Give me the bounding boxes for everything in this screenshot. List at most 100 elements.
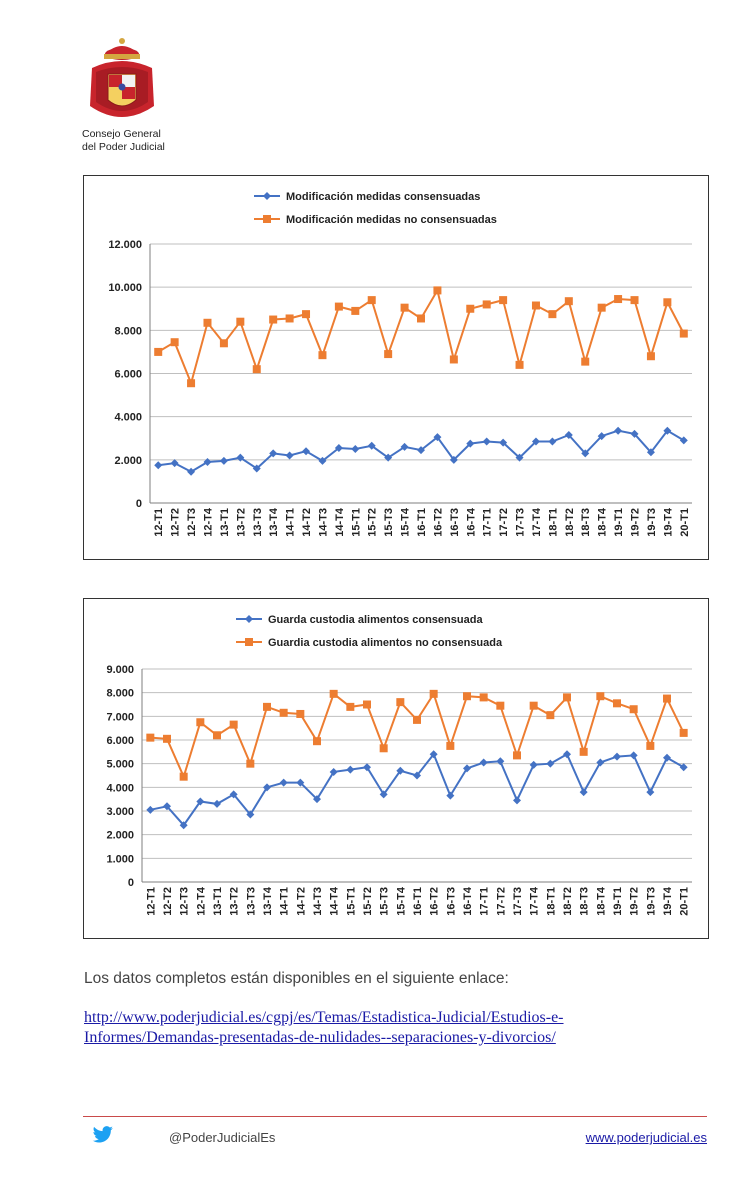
x-tick-label: 12-T2 xyxy=(170,508,182,537)
data-point xyxy=(229,720,238,729)
legend-marker-0 xyxy=(263,192,271,200)
x-tick-label: 19-T2 xyxy=(630,508,642,537)
data-point xyxy=(581,357,590,366)
data-point xyxy=(614,295,623,304)
data-link[interactable]: http://www.poderjudicial.es/cgpj/es/Tema… xyxy=(84,1009,564,1046)
data-point xyxy=(313,737,321,746)
chart-modificacion-medidas-svg: Modificación medidas consensuadas Modific… xyxy=(108,191,692,537)
data-point xyxy=(154,347,163,356)
x-tick-label: 15-T3 xyxy=(383,508,395,537)
data-point xyxy=(203,457,212,466)
data-point xyxy=(146,805,155,814)
cgpj-logo xyxy=(82,36,172,126)
x-tick-label: 12-T4 xyxy=(202,507,214,537)
x-tick-label: 18-T2 xyxy=(562,887,574,916)
data-point xyxy=(302,310,311,319)
data-point xyxy=(252,365,261,374)
data-point xyxy=(363,763,371,772)
data-point xyxy=(346,765,355,774)
y-tick-label: 12.000 xyxy=(108,239,142,251)
data-point xyxy=(296,709,305,718)
x-tick-label: 16-T2 xyxy=(429,887,441,916)
data-point xyxy=(334,302,343,311)
x-tick-label: 15-T4 xyxy=(400,507,412,537)
data-point xyxy=(546,711,555,720)
x-tick-label: 16-T1 xyxy=(416,508,428,537)
data-point xyxy=(630,429,639,438)
x-tick-label: 13-T3 xyxy=(245,887,257,916)
x-tick-label: 15-T4 xyxy=(395,886,407,916)
x-tick-label: 19-T3 xyxy=(646,508,658,537)
data-point xyxy=(351,445,360,454)
data-point xyxy=(302,447,311,456)
data-point xyxy=(170,459,179,468)
data-point xyxy=(515,453,524,462)
data-point xyxy=(531,437,540,446)
data-point xyxy=(196,797,205,806)
data-point xyxy=(479,693,488,702)
data-point xyxy=(449,455,458,464)
data-point xyxy=(531,301,540,310)
data-point xyxy=(630,296,639,305)
website-link[interactable]: www.poderjudicial.es xyxy=(585,1130,707,1145)
data-point xyxy=(334,443,343,452)
data-point xyxy=(346,702,355,711)
y-tick-label: 2.000 xyxy=(106,830,134,842)
legend-marker-1 xyxy=(263,215,271,223)
data-point xyxy=(529,760,538,769)
data-point xyxy=(279,778,288,787)
y-tick-label: 2.000 xyxy=(114,455,142,467)
series-line-0 xyxy=(150,752,685,827)
data-point xyxy=(363,700,371,709)
twitter-handle[interactable]: @PoderJudicialEs xyxy=(169,1130,276,1145)
data-point xyxy=(213,799,221,808)
y-tick-label: 9.000 xyxy=(106,664,134,676)
org-name: Consejo General del Poder Judicial xyxy=(82,128,165,154)
data-point xyxy=(269,315,278,324)
data-point xyxy=(413,715,421,724)
org-name-line1: Consejo General xyxy=(82,128,161,140)
y-tick-label: 8.000 xyxy=(106,688,134,700)
x-tick-label: 16-T4 xyxy=(462,886,474,916)
x-tick-label: 20-T1 xyxy=(679,508,691,537)
x-tick-label: 15-T1 xyxy=(350,508,362,537)
data-point xyxy=(263,702,271,711)
twitter-icon[interactable] xyxy=(92,1126,114,1149)
data-point xyxy=(482,437,491,446)
data-point xyxy=(379,744,388,753)
x-tick-label: 19-T3 xyxy=(645,887,657,916)
x-tick-label: 14-T4 xyxy=(329,886,341,916)
data-point xyxy=(597,432,606,441)
x-tick-label: 17-T4 xyxy=(531,507,543,537)
x-tick-label: 14-T3 xyxy=(312,887,324,916)
x-tick-label: 15-T1 xyxy=(345,887,357,916)
data-point xyxy=(367,441,376,450)
data-point xyxy=(219,339,228,348)
data-point xyxy=(429,750,438,759)
x-tick-label: 15-T2 xyxy=(367,508,379,537)
data-point xyxy=(466,304,475,313)
data-point xyxy=(379,790,388,799)
data-point xyxy=(400,442,409,451)
data-point xyxy=(679,728,688,737)
data-point xyxy=(663,753,671,762)
data-point xyxy=(663,694,671,703)
data-point xyxy=(663,298,672,307)
data-point xyxy=(548,437,557,446)
x-tick-label: 13-T2 xyxy=(229,887,241,916)
data-point xyxy=(679,763,688,772)
x-tick-label: 13-T1 xyxy=(212,887,224,916)
x-tick-label: 13-T2 xyxy=(235,508,247,537)
data-point xyxy=(515,360,524,369)
data-point xyxy=(482,300,491,309)
data-point xyxy=(446,741,455,750)
y-tick-label: 5.000 xyxy=(106,759,134,771)
data-point xyxy=(400,303,409,312)
x-tick-label: 17-T2 xyxy=(495,887,507,916)
data-point xyxy=(499,438,508,447)
data-point xyxy=(269,449,278,458)
x-tick-label: 13-T4 xyxy=(268,507,280,537)
x-tick-label: 18-T3 xyxy=(580,508,592,537)
x-tick-label: 17-T1 xyxy=(482,508,494,537)
data-point xyxy=(613,752,621,761)
